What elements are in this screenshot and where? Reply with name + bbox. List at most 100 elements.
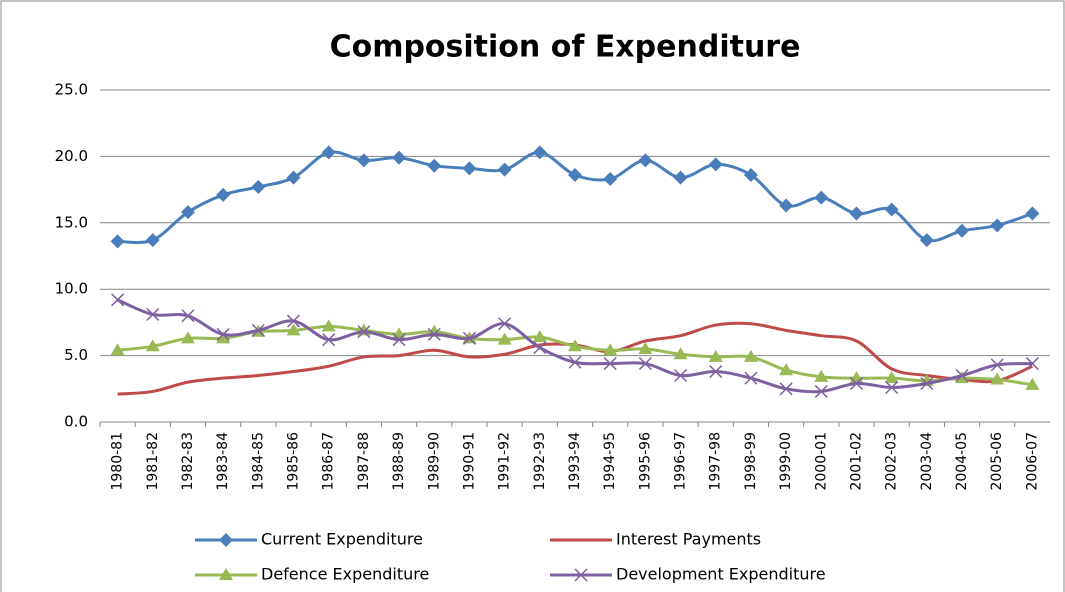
marker bbox=[427, 158, 442, 173]
marker bbox=[216, 327, 230, 341]
x-tick-label: 2000-01 bbox=[813, 432, 829, 491]
x-tick-label: 1985-86 bbox=[286, 432, 302, 491]
marker bbox=[990, 218, 1005, 233]
y-tick-label: 20.0 bbox=[55, 147, 88, 165]
marker bbox=[990, 372, 1005, 385]
marker bbox=[779, 198, 794, 213]
marker bbox=[674, 368, 688, 383]
x-tick-label: 1992-93 bbox=[532, 432, 548, 491]
marker bbox=[814, 369, 829, 382]
marker bbox=[955, 368, 969, 383]
marker bbox=[146, 307, 160, 321]
marker bbox=[849, 206, 864, 221]
marker bbox=[286, 314, 301, 328]
marker bbox=[638, 341, 653, 354]
legend-label: Interest Payments bbox=[616, 530, 761, 549]
marker bbox=[322, 333, 336, 347]
marker bbox=[180, 331, 195, 344]
x-tick-label: 1981-82 bbox=[145, 432, 161, 491]
marker bbox=[779, 382, 793, 396]
marker bbox=[357, 325, 371, 339]
x-tick-label: 1982-83 bbox=[180, 432, 196, 491]
y-tick-label: 15.0 bbox=[55, 213, 88, 231]
marker bbox=[1025, 377, 1040, 390]
y-tick-label: 0.0 bbox=[64, 413, 88, 431]
marker bbox=[145, 339, 160, 352]
marker bbox=[286, 170, 301, 185]
marker bbox=[251, 323, 265, 337]
marker bbox=[920, 376, 934, 391]
marker bbox=[145, 233, 160, 248]
legend-label: Development Expenditure bbox=[616, 565, 826, 584]
marker bbox=[884, 202, 899, 217]
x-tick-label: 2006-07 bbox=[1024, 432, 1040, 491]
marker bbox=[568, 167, 582, 182]
x-tick-label: 1990-91 bbox=[461, 432, 477, 491]
marker bbox=[321, 145, 336, 160]
x-tick-label: 1999-00 bbox=[778, 432, 794, 491]
marker bbox=[743, 167, 758, 182]
marker bbox=[216, 187, 231, 202]
marker bbox=[990, 358, 1004, 372]
marker bbox=[110, 234, 125, 249]
marker bbox=[110, 343, 125, 356]
x-tick-label: 1993-94 bbox=[567, 432, 583, 491]
marker bbox=[497, 162, 512, 177]
x-tick-label: 1994-95 bbox=[602, 432, 618, 491]
x-tick-label: 2004-05 bbox=[954, 432, 970, 491]
marker bbox=[251, 179, 266, 194]
x-tick-label: 2001-02 bbox=[848, 432, 864, 491]
marker bbox=[673, 170, 688, 185]
marker bbox=[709, 365, 723, 379]
marker bbox=[849, 376, 864, 391]
marker bbox=[392, 333, 406, 347]
marker bbox=[955, 223, 970, 238]
marker bbox=[779, 363, 794, 376]
x-tick-label: 2002-03 bbox=[884, 432, 900, 491]
marker bbox=[814, 384, 828, 398]
legend-label: Defence Expenditure bbox=[261, 565, 429, 584]
marker bbox=[744, 371, 758, 385]
marker bbox=[498, 317, 512, 331]
x-tick-label: 1996-97 bbox=[673, 432, 689, 491]
chart-title: Composition of Expenditure bbox=[330, 30, 801, 65]
marker bbox=[321, 319, 336, 332]
marker bbox=[219, 568, 233, 580]
marker bbox=[1025, 357, 1039, 371]
marker bbox=[392, 150, 407, 165]
marker bbox=[603, 357, 617, 371]
x-tick-label: 1983-84 bbox=[215, 432, 231, 491]
marker bbox=[673, 347, 688, 360]
x-tick-label: 1988-89 bbox=[391, 432, 407, 491]
marker bbox=[638, 357, 652, 371]
marker bbox=[532, 330, 547, 343]
marker bbox=[462, 331, 476, 345]
marker bbox=[111, 293, 125, 307]
marker bbox=[533, 341, 547, 355]
marker bbox=[814, 190, 829, 205]
marker bbox=[743, 349, 758, 362]
marker bbox=[568, 355, 582, 369]
marker bbox=[497, 332, 512, 345]
y-tick-label: 10.0 bbox=[55, 280, 88, 298]
marker bbox=[884, 371, 899, 384]
x-tick-label: 1989-90 bbox=[426, 432, 442, 491]
marker bbox=[955, 371, 970, 384]
marker bbox=[1025, 206, 1040, 221]
marker bbox=[462, 161, 477, 176]
marker bbox=[532, 145, 547, 160]
x-tick-label: 1987-88 bbox=[356, 432, 372, 491]
x-tick-label: 2003-04 bbox=[919, 432, 935, 491]
x-tick-label: 1995-96 bbox=[637, 432, 653, 491]
marker bbox=[885, 380, 899, 395]
x-tick-label: 2005-06 bbox=[989, 432, 1005, 491]
marker bbox=[216, 331, 231, 344]
marker bbox=[181, 309, 195, 323]
marker bbox=[568, 339, 582, 352]
marker bbox=[180, 205, 195, 220]
marker bbox=[219, 533, 233, 547]
x-tick-label: 1991-92 bbox=[497, 432, 513, 491]
marker bbox=[708, 349, 723, 362]
